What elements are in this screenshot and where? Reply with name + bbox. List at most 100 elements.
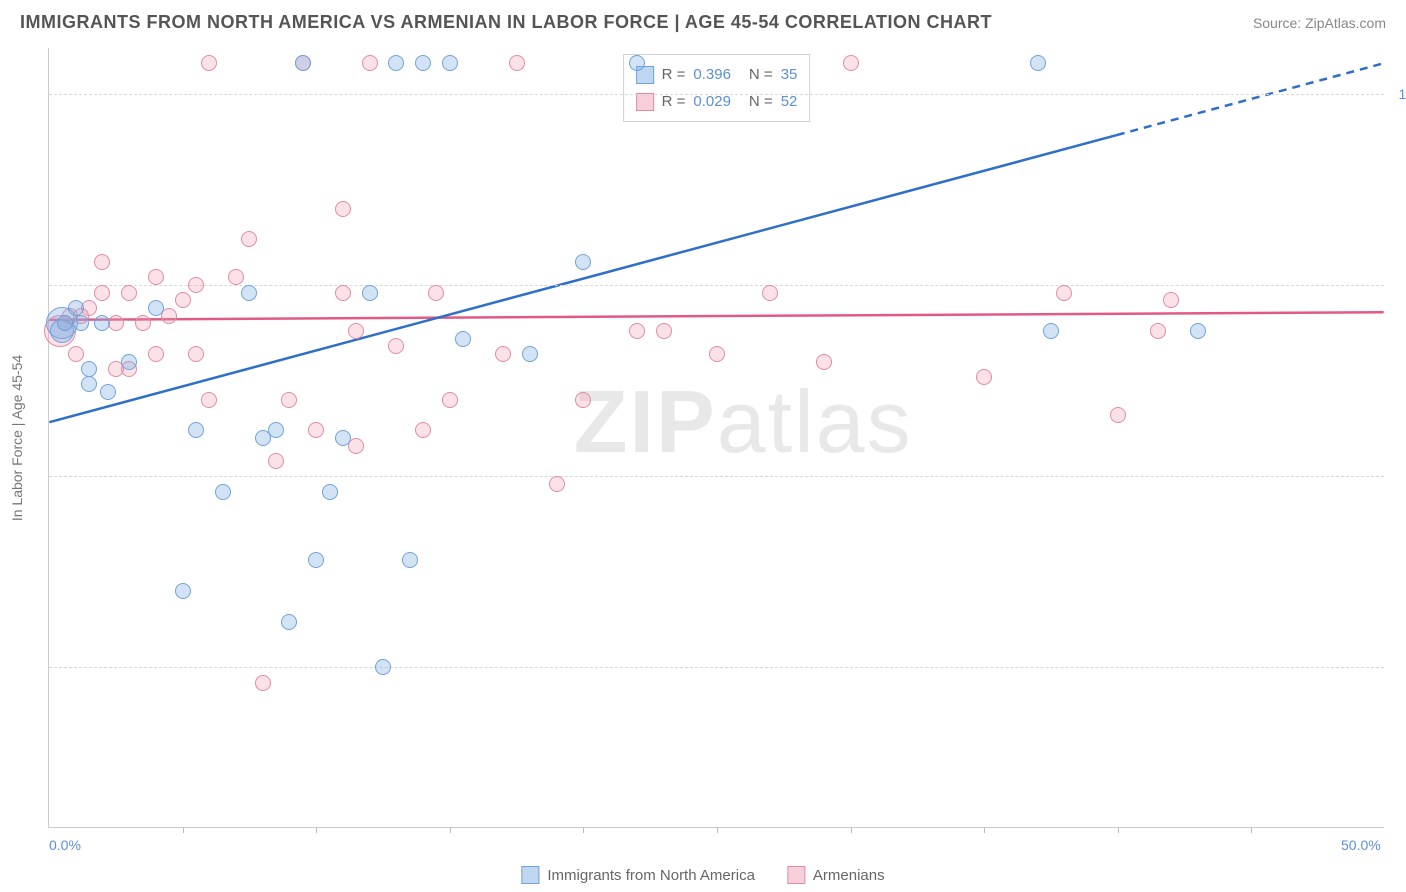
- swatch-icon: [636, 93, 654, 111]
- swatch-icon: [787, 866, 805, 884]
- data-point: [281, 614, 297, 630]
- data-point: [215, 484, 231, 500]
- data-point: [1043, 323, 1059, 339]
- legend-label: Immigrants from North America: [547, 867, 755, 884]
- data-point: [308, 552, 324, 568]
- data-point: [976, 369, 992, 385]
- data-point: [1110, 407, 1126, 423]
- gridline: [49, 94, 1384, 95]
- chart-area: In Labor Force | Age 45-54 ZIPatlas R = …: [48, 48, 1384, 828]
- data-point: [295, 55, 311, 71]
- data-point: [1056, 285, 1072, 301]
- data-point: [402, 552, 418, 568]
- data-point: [629, 323, 645, 339]
- data-point: [1150, 323, 1166, 339]
- xtick-label: 50.0%: [1341, 837, 1381, 853]
- trend-lines: [49, 48, 1384, 827]
- data-point: [201, 55, 217, 71]
- data-point: [388, 55, 404, 71]
- r-value: 0.029: [693, 88, 731, 115]
- data-point: [335, 430, 351, 446]
- legend-label: Armenians: [813, 867, 885, 884]
- data-point: [175, 583, 191, 599]
- xtick-mark: [984, 827, 985, 833]
- data-point: [442, 392, 458, 408]
- ytick-label: 87.5%: [1390, 277, 1406, 293]
- data-point: [241, 285, 257, 301]
- ytick-label: 62.5%: [1390, 659, 1406, 675]
- data-point: [335, 201, 351, 217]
- data-point: [843, 55, 859, 71]
- y-axis-label: In Labor Force | Age 45-54: [9, 354, 25, 520]
- correlation-legend: R = 0.396N = 35R = 0.029 N = 52: [623, 54, 811, 122]
- data-point: [495, 346, 511, 362]
- data-point: [188, 277, 204, 293]
- data-point: [308, 422, 324, 438]
- data-point: [81, 361, 97, 377]
- data-point: [94, 285, 110, 301]
- data-point: [135, 315, 151, 331]
- data-point: [148, 300, 164, 316]
- data-point: [428, 285, 444, 301]
- xtick-mark: [717, 827, 718, 833]
- data-point: [188, 346, 204, 362]
- data-point: [268, 422, 284, 438]
- data-point: [629, 55, 645, 71]
- data-point: [148, 269, 164, 285]
- data-point: [375, 659, 391, 675]
- data-point: [415, 422, 431, 438]
- source-label: Source: ZipAtlas.com: [1253, 15, 1386, 31]
- legend-row: R = 0.396N = 35: [636, 61, 798, 88]
- n-label: N =: [749, 61, 773, 88]
- data-point: [121, 285, 137, 301]
- data-point: [522, 346, 538, 362]
- legend-row: R = 0.029N = 52: [636, 88, 798, 115]
- data-point: [322, 484, 338, 500]
- xtick-mark: [1118, 827, 1119, 833]
- data-point: [281, 392, 297, 408]
- xtick-mark: [1251, 827, 1252, 833]
- data-point: [175, 292, 191, 308]
- data-point: [148, 346, 164, 362]
- data-point: [335, 285, 351, 301]
- data-point: [1163, 292, 1179, 308]
- gridline: [49, 667, 1384, 668]
- ytick-label: 75.0%: [1390, 468, 1406, 484]
- data-point: [509, 55, 525, 71]
- data-point: [1030, 55, 1046, 71]
- data-point: [94, 315, 110, 331]
- data-point: [549, 476, 565, 492]
- data-point: [575, 254, 591, 270]
- series-legend: Immigrants from North America Armenians: [521, 866, 884, 884]
- data-point: [656, 323, 672, 339]
- data-point: [455, 331, 471, 347]
- legend-item-blue: Immigrants from North America: [521, 866, 755, 884]
- data-point: [348, 438, 364, 454]
- data-point: [362, 285, 378, 301]
- watermark: ZIPatlas: [574, 371, 913, 473]
- swatch-icon: [521, 866, 539, 884]
- r-label: R =: [662, 61, 686, 88]
- chart-title: IMMIGRANTS FROM NORTH AMERICA VS ARMENIA…: [20, 12, 992, 33]
- xtick-label: 0.0%: [49, 837, 81, 853]
- n-label: N =: [749, 88, 773, 115]
- data-point: [241, 231, 257, 247]
- data-point: [442, 55, 458, 71]
- data-point: [68, 346, 84, 362]
- data-point: [100, 384, 116, 400]
- legend-item-pink: Armenians: [787, 866, 885, 884]
- data-point: [94, 254, 110, 270]
- data-point: [762, 285, 778, 301]
- data-point: [348, 323, 364, 339]
- data-point: [362, 55, 378, 71]
- xtick-mark: [183, 827, 184, 833]
- data-point: [121, 354, 137, 370]
- ytick-label: 100.0%: [1390, 86, 1406, 102]
- data-point: [709, 346, 725, 362]
- data-point: [73, 315, 89, 331]
- data-point: [81, 376, 97, 392]
- data-point: [268, 453, 284, 469]
- n-value: 52: [781, 88, 798, 115]
- xtick-mark: [450, 827, 451, 833]
- data-point: [188, 422, 204, 438]
